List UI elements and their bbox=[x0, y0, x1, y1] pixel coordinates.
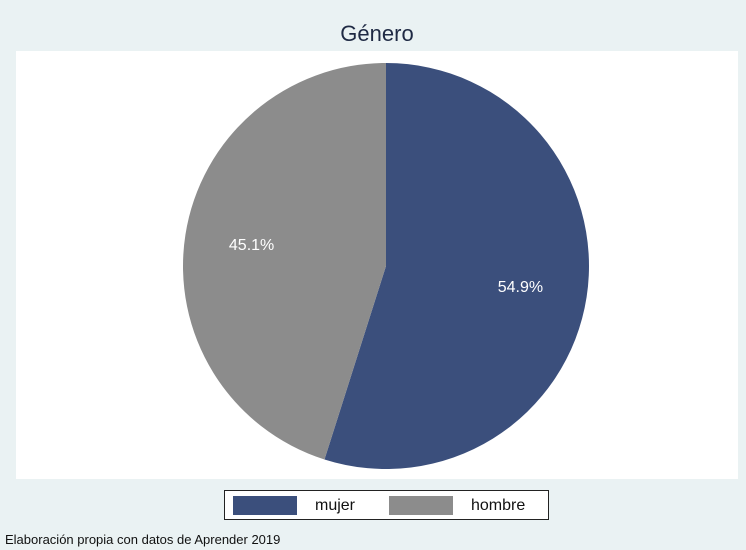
source-note: Elaboración propia con datos de Aprender… bbox=[5, 532, 281, 547]
pie-label-mujer: 54.9% bbox=[498, 279, 543, 296]
plot-area: 54.9% 45.1% bbox=[16, 51, 738, 479]
legend-label-mujer: mujer bbox=[315, 497, 356, 514]
pie-chart: 54.9% 45.1% bbox=[182, 63, 589, 469]
legend-swatch-mujer bbox=[233, 496, 297, 515]
chart-title: Género bbox=[340, 21, 414, 46]
pie-label-hombre: 45.1% bbox=[229, 237, 274, 254]
legend-swatch-hombre bbox=[389, 496, 453, 515]
pie-slice-hombre bbox=[182, 63, 386, 460]
legend: mujer hombre bbox=[224, 490, 549, 520]
legend-label-hombre: hombre bbox=[471, 497, 526, 514]
pie-slice-mujer bbox=[324, 63, 589, 469]
